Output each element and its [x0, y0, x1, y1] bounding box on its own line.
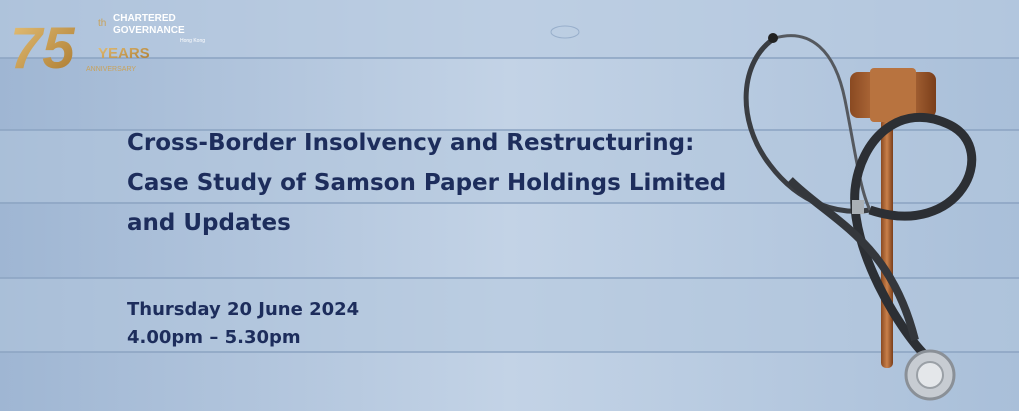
- event-date: Thursday 20 June 2024: [127, 299, 359, 320]
- title-line: and Updates: [127, 210, 291, 236]
- logo-number: 75: [10, 16, 75, 81]
- title-line: Cross-Border Insolvency and Restructurin…: [127, 130, 694, 156]
- event-time: 4.00pm – 5.30pm: [127, 327, 301, 348]
- logo-suffix: th: [98, 18, 106, 29]
- logo-org: GOVERNANCE: [113, 25, 185, 36]
- banner: 75 th CHARTERED GOVERNANCE Hong Kong YEA…: [0, 0, 1019, 411]
- logo-org: Hong Kong: [180, 38, 205, 44]
- logo-years: YEARS: [98, 45, 150, 62]
- logo-anniversary: ANNIVERSARY: [86, 66, 136, 73]
- logo-org: CHARTERED: [113, 13, 176, 24]
- wood-background: [0, 0, 1019, 411]
- title-line: Case Study of Samson Paper Holdings Limi…: [127, 170, 726, 196]
